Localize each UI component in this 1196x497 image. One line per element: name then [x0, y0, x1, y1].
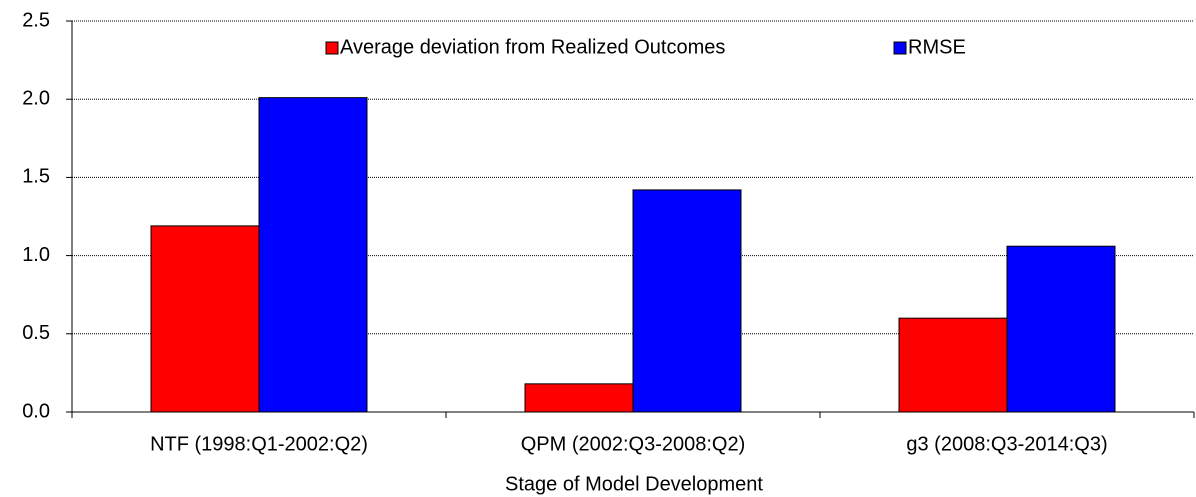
- x-tick-label: g3 (2008:Q3-2014:Q3): [906, 433, 1107, 455]
- x-tick-label: QPM (2002:Q3-2008:Q2): [521, 433, 746, 455]
- bar: [632, 189, 742, 413]
- bar: [258, 97, 368, 413]
- bar: [898, 317, 1008, 413]
- y-tick-label: 1.0: [22, 244, 50, 266]
- legend-swatch: [893, 41, 907, 55]
- y-tick-label: 0.5: [22, 322, 50, 344]
- y-tick-label: 2.5: [22, 9, 50, 31]
- legend-swatch: [325, 41, 339, 55]
- y-tick-label: 2.0: [22, 87, 50, 109]
- legend-label: Average deviation from Realized Outcomes: [340, 36, 725, 58]
- bar: [524, 383, 634, 413]
- y-tick-label: 0.0: [22, 400, 50, 422]
- legend-label: RMSE: [908, 36, 966, 58]
- x-axis-title: Stage of Model Development: [505, 473, 763, 495]
- y-tick-label: 1.5: [22, 166, 50, 188]
- x-tick-label: NTF (1998:Q1-2002:Q2): [150, 433, 368, 455]
- bar: [1006, 245, 1116, 413]
- bar: [150, 225, 260, 413]
